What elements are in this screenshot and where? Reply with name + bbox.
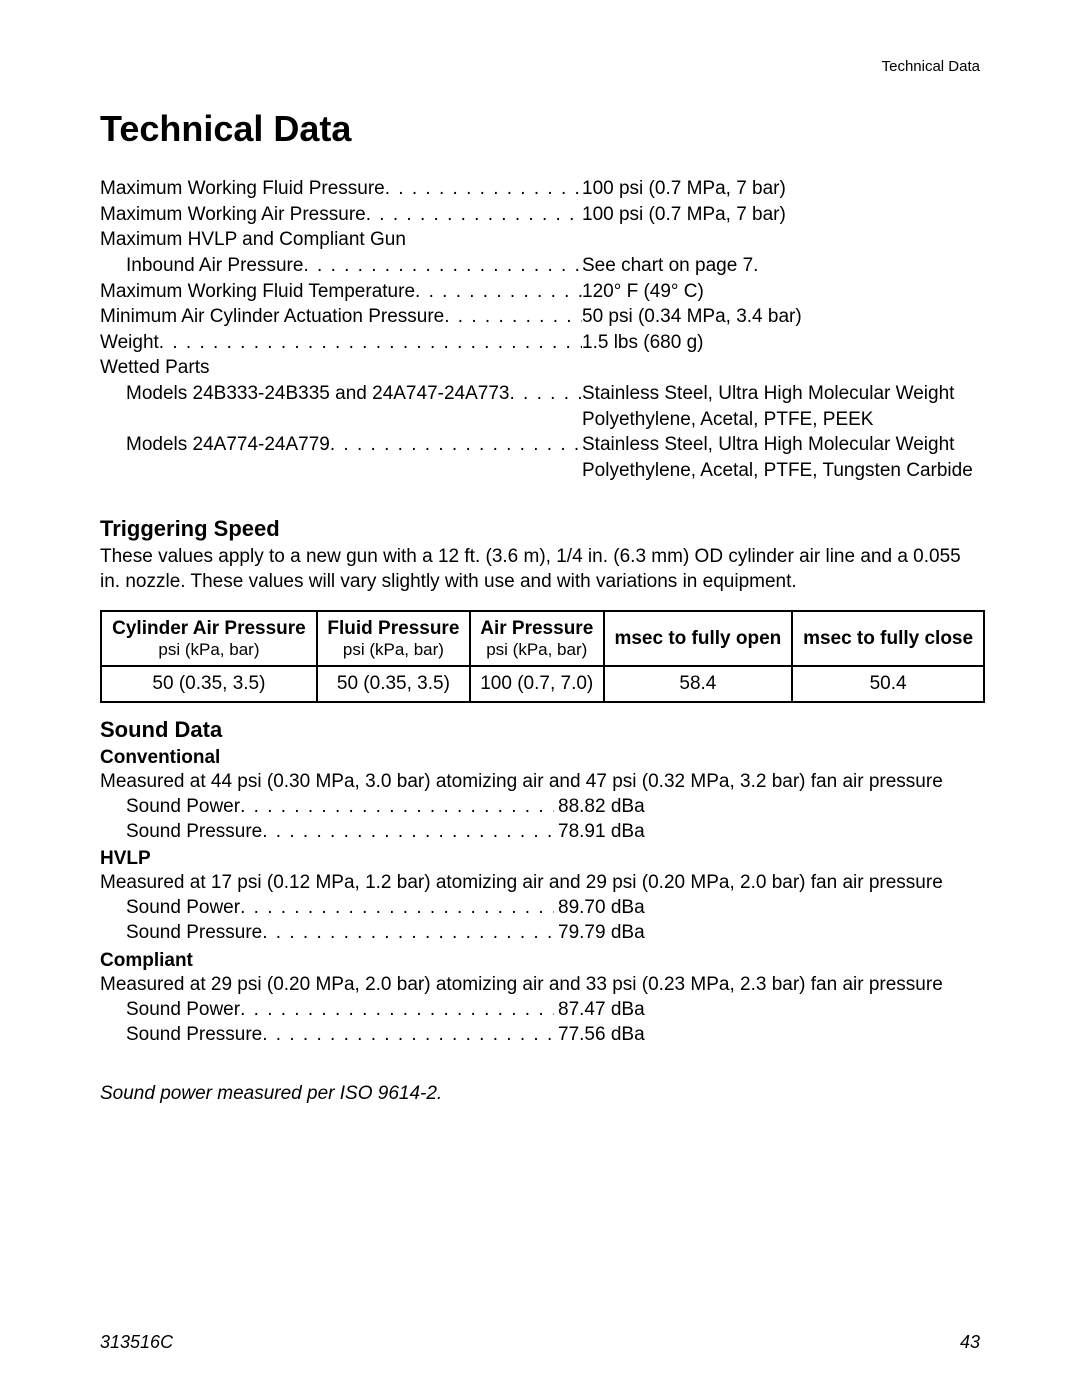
- sound-heading: Sound Data: [100, 717, 985, 743]
- table-cell: 50.4: [792, 666, 984, 702]
- spec-value: 100 psi (0.7 MPa, 7 bar): [582, 176, 985, 202]
- spec-list: Maximum Working Fluid Pressure 100 psi (0…: [100, 176, 985, 484]
- spec-row: Minimum Air Cylinder Actuation Pressure 5…: [100, 304, 985, 330]
- sound-label: Sound Power: [126, 794, 240, 819]
- leader-dots: [240, 895, 554, 920]
- sound-group-name: HVLP: [100, 848, 985, 870]
- spec-value: Stainless Steel, Ultra High Molecular We…: [582, 381, 985, 432]
- spec-label: Maximum HVLP and Compliant Gun: [100, 227, 406, 253]
- header-right: Technical Data: [882, 58, 980, 75]
- table-header: msec to fully close: [792, 611, 984, 666]
- spec-row: Models 24B333-24B335 and 24A747-24A773 St…: [100, 381, 985, 432]
- spec-row: Maximum HVLP and Compliant Gun: [100, 227, 985, 253]
- spec-value: 120° F (49° C): [582, 279, 985, 305]
- spec-label: Wetted Parts: [100, 355, 209, 381]
- sound-value: 78.91 dBa: [554, 819, 645, 844]
- spec-label: Maximum Working Air Pressure: [100, 202, 366, 228]
- sound-row: Sound Power 89.70 dBa: [100, 895, 985, 920]
- leader-dots: [330, 432, 582, 458]
- sound-value: 88.82 dBa: [554, 794, 645, 819]
- leader-dots: [415, 279, 582, 305]
- spec-label: Maximum Working Fluid Pressure: [100, 176, 385, 202]
- spec-row: Inbound Air Pressure See chart on page 7.: [100, 253, 985, 279]
- sound-condition: Measured at 44 psi (0.30 MPa, 3.0 bar) a…: [100, 769, 985, 794]
- triggering-heading: Triggering Speed: [100, 516, 985, 542]
- spec-label: Models 24A774-24A779: [126, 432, 330, 458]
- leader-dots: [159, 330, 582, 356]
- spec-label: Maximum Working Fluid Temperature: [100, 279, 415, 305]
- sound-condition: Measured at 17 psi (0.12 MPa, 1.2 bar) a…: [100, 870, 985, 895]
- spec-value: 50 psi (0.34 MPa, 3.4 bar): [582, 304, 985, 330]
- sound-label: Sound Pressure: [126, 819, 262, 844]
- sound-group-name: Conventional: [100, 747, 985, 769]
- sound-condition: Measured at 29 psi (0.20 MPa, 2.0 bar) a…: [100, 972, 985, 997]
- sound-value: 77.56 dBa: [554, 1022, 645, 1047]
- page-footer: 313516C 43: [100, 1332, 980, 1353]
- table-cell: 50 (0.35, 3.5): [317, 666, 470, 702]
- sound-group-name: Compliant: [100, 950, 985, 972]
- spec-row: Maximum Working Air Pressure 100 psi (0.7…: [100, 202, 985, 228]
- page: Technical Data Technical Data Maximum Wo…: [0, 0, 1080, 1397]
- footer-page-number: 43: [960, 1332, 980, 1353]
- leader-dots: [303, 253, 582, 279]
- triggering-table: Cylinder Air Pressurepsi (kPa, bar)Fluid…: [100, 610, 985, 703]
- footer-doc-id: 313516C: [100, 1332, 173, 1353]
- leader-dots: [240, 997, 554, 1022]
- sound-row: Sound Power 87.47 dBa: [100, 997, 985, 1022]
- sound-label: Sound Power: [126, 895, 240, 920]
- sound-footnote: Sound power measured per ISO 9614-2.: [100, 1083, 985, 1105]
- spec-value: 100 psi (0.7 MPa, 7 bar): [582, 202, 985, 228]
- table-header: msec to fully open: [604, 611, 793, 666]
- page-title: Technical Data: [100, 108, 985, 150]
- leader-dots: [262, 920, 554, 945]
- table-header: Cylinder Air Pressurepsi (kPa, bar): [101, 611, 317, 666]
- table-cell: 100 (0.7, 7.0): [470, 666, 604, 702]
- spec-label: Minimum Air Cylinder Actuation Pressure: [100, 304, 444, 330]
- sound-row: Sound Power 88.82 dBa: [100, 794, 985, 819]
- leader-dots: [262, 819, 554, 844]
- table-cell: 50 (0.35, 3.5): [101, 666, 317, 702]
- sound-label: Sound Pressure: [126, 920, 262, 945]
- sound-label: Sound Power: [126, 997, 240, 1022]
- spec-label: Weight: [100, 330, 159, 356]
- leader-dots: [509, 381, 582, 407]
- spec-value: 1.5 lbs (680 g): [582, 330, 985, 356]
- table-cell: 58.4: [604, 666, 793, 702]
- sound-data: ConventionalMeasured at 44 psi (0.30 MPa…: [100, 747, 985, 1047]
- leader-dots: [366, 202, 582, 228]
- sound-row: Sound Pressure 77.56 dBa: [100, 1022, 985, 1047]
- sound-row: Sound Pressure 79.79 dBa: [100, 920, 985, 945]
- leader-dots: [444, 304, 582, 330]
- sound-value: 79.79 dBa: [554, 920, 645, 945]
- sound-value: 89.70 dBa: [554, 895, 645, 920]
- spec-row: Wetted Parts: [100, 355, 985, 381]
- spec-row: Weight 1.5 lbs (680 g): [100, 330, 985, 356]
- leader-dots: [385, 176, 582, 202]
- table-header: Air Pressurepsi (kPa, bar): [470, 611, 604, 666]
- leader-dots: [240, 794, 554, 819]
- sound-value: 87.47 dBa: [554, 997, 645, 1022]
- spec-label: Models 24B333-24B335 and 24A747-24A773: [126, 381, 509, 407]
- sound-row: Sound Pressure 78.91 dBa: [100, 819, 985, 844]
- spec-row: Maximum Working Fluid Temperature 120° F …: [100, 279, 985, 305]
- spec-value: See chart on page 7.: [582, 253, 985, 279]
- leader-dots: [262, 1022, 554, 1047]
- spec-row: Models 24A774-24A779 Stainless Steel, Ult…: [100, 432, 985, 483]
- table-header: Fluid Pressurepsi (kPa, bar): [317, 611, 470, 666]
- triggering-paragraph: These values apply to a new gun with a 1…: [100, 544, 985, 594]
- spec-label: Inbound Air Pressure: [126, 253, 303, 279]
- sound-label: Sound Pressure: [126, 1022, 262, 1047]
- spec-row: Maximum Working Fluid Pressure 100 psi (0…: [100, 176, 985, 202]
- spec-value: Stainless Steel, Ultra High Molecular We…: [582, 432, 985, 483]
